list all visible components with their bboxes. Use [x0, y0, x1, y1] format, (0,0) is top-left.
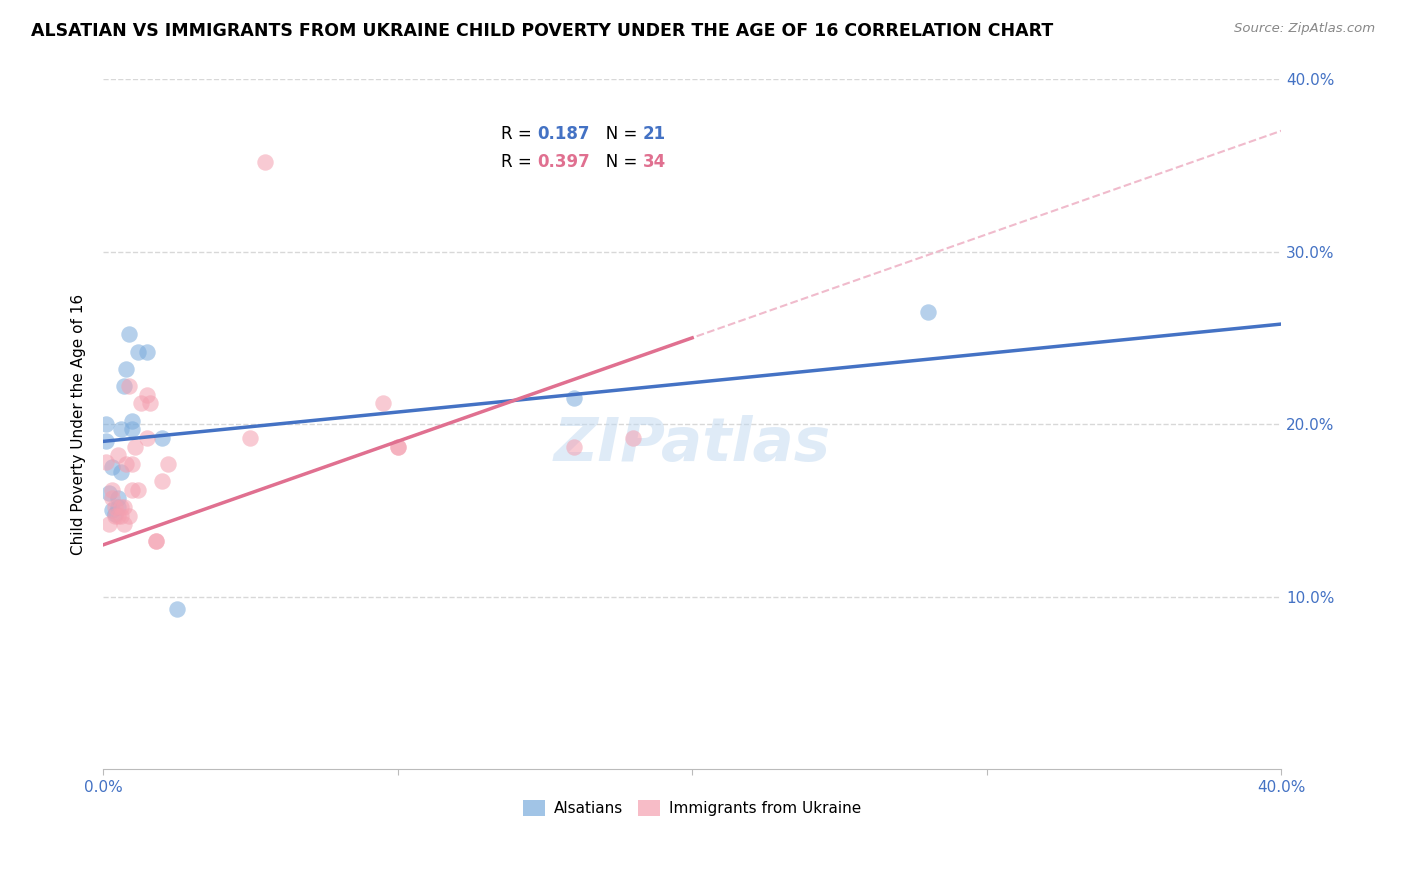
Point	[97, 486, 120, 500]
Point	[100, 503, 122, 517]
Point	[107, 448, 129, 462]
Point	[115, 457, 138, 471]
Point	[166, 602, 188, 616]
Point	[124, 440, 146, 454]
Point	[121, 457, 143, 471]
Legend: Alsatians, Immigrants from Ukraine: Alsatians, Immigrants from Ukraine	[516, 792, 869, 824]
Point	[562, 440, 585, 454]
Point	[136, 388, 159, 402]
Point	[121, 422, 143, 436]
Text: R =: R =	[501, 153, 537, 171]
Point	[387, 440, 409, 454]
Point	[110, 422, 132, 436]
Point	[621, 431, 644, 445]
Point	[94, 434, 117, 449]
Text: 0.187: 0.187	[537, 125, 589, 143]
Point	[94, 455, 117, 469]
Point	[118, 327, 141, 342]
Point	[100, 460, 122, 475]
Text: 0.397: 0.397	[537, 153, 591, 171]
Point	[104, 507, 127, 521]
Text: ALSATIAN VS IMMIGRANTS FROM UKRAINE CHILD POVERTY UNDER THE AGE OF 16 CORRELATIO: ALSATIAN VS IMMIGRANTS FROM UKRAINE CHIL…	[31, 22, 1053, 40]
Point	[110, 508, 132, 523]
Text: ZIPatlas: ZIPatlas	[554, 416, 831, 475]
Text: 34: 34	[643, 153, 665, 171]
Point	[239, 431, 262, 445]
Point	[145, 534, 167, 549]
Point	[121, 414, 143, 428]
Point	[110, 466, 132, 480]
Point	[112, 500, 135, 514]
Point	[118, 379, 141, 393]
Point	[118, 508, 141, 523]
Point	[110, 500, 132, 514]
Point	[136, 431, 159, 445]
Text: R =: R =	[501, 125, 537, 143]
Point	[156, 457, 179, 471]
Point	[112, 517, 135, 532]
Point	[253, 154, 276, 169]
Point	[387, 440, 409, 454]
Point	[97, 517, 120, 532]
Point	[107, 500, 129, 514]
Y-axis label: Child Poverty Under the Age of 16: Child Poverty Under the Age of 16	[72, 293, 86, 555]
Point	[127, 483, 149, 497]
Text: N =: N =	[589, 125, 643, 143]
Text: Source: ZipAtlas.com: Source: ZipAtlas.com	[1234, 22, 1375, 36]
Point	[562, 391, 585, 405]
Point	[115, 362, 138, 376]
Point	[127, 344, 149, 359]
Point	[104, 500, 127, 514]
Point	[104, 508, 127, 523]
Point	[145, 534, 167, 549]
Point	[107, 491, 129, 506]
Point	[129, 396, 152, 410]
Point	[121, 483, 143, 497]
Point	[112, 379, 135, 393]
Point	[136, 344, 159, 359]
Point	[100, 491, 122, 506]
Point	[139, 396, 162, 410]
Text: 21: 21	[643, 125, 665, 143]
Point	[150, 431, 173, 445]
Text: N =: N =	[591, 153, 643, 171]
Point	[107, 508, 129, 523]
Point	[94, 417, 117, 431]
Point	[100, 483, 122, 497]
Point	[917, 305, 939, 319]
Point	[371, 396, 394, 410]
Point	[150, 474, 173, 488]
